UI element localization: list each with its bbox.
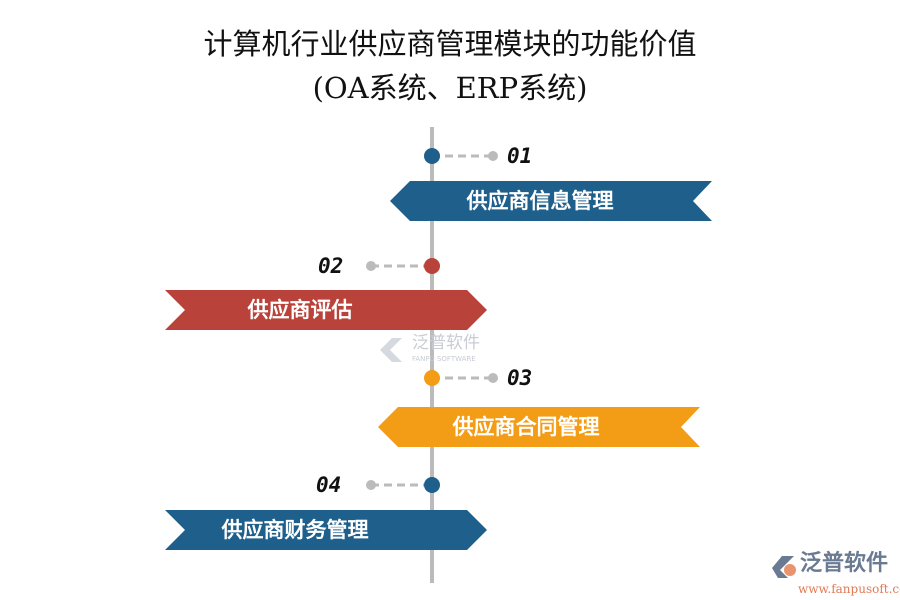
- title-line-1: 计算机行业供应商管理模块的功能价值: [203, 27, 697, 61]
- end-dot-02: [366, 261, 376, 271]
- item-number-02: 02: [318, 254, 344, 278]
- item-number-04: 04: [316, 473, 342, 497]
- banner-03: [378, 407, 700, 447]
- item-label-01: 供应商信息管理: [466, 188, 614, 213]
- item-label-04: 供应商财务管理: [221, 517, 369, 542]
- node-02: [424, 258, 440, 274]
- watermark-en: FANPU SOFTWARE: [412, 355, 476, 363]
- item-number-01: 01: [507, 144, 533, 168]
- logo-icon: [772, 556, 794, 578]
- logo-cn: 泛普软件: [800, 551, 889, 576]
- node-01: [424, 148, 440, 164]
- banner-02: [165, 290, 487, 330]
- logo-url: www.fanpusoft.com: [798, 582, 900, 596]
- watermark-logo-icon: [380, 338, 402, 362]
- banner-01: [390, 181, 712, 221]
- item-label-02: 供应商评估: [247, 297, 353, 322]
- node-04: [424, 477, 440, 493]
- watermark-cn: 泛普软件: [412, 333, 480, 353]
- end-dot-01: [488, 151, 498, 161]
- node-03: [424, 370, 440, 386]
- banner-04: [165, 510, 487, 550]
- end-dot-03: [488, 373, 498, 383]
- title-line-2: (OA系统、ERP系统): [312, 71, 588, 105]
- logo-icon-dot: [784, 564, 796, 576]
- item-number-03: 03: [507, 366, 533, 390]
- item-label-03: 供应商合同管理: [452, 414, 600, 439]
- end-dot-04: [366, 480, 376, 490]
